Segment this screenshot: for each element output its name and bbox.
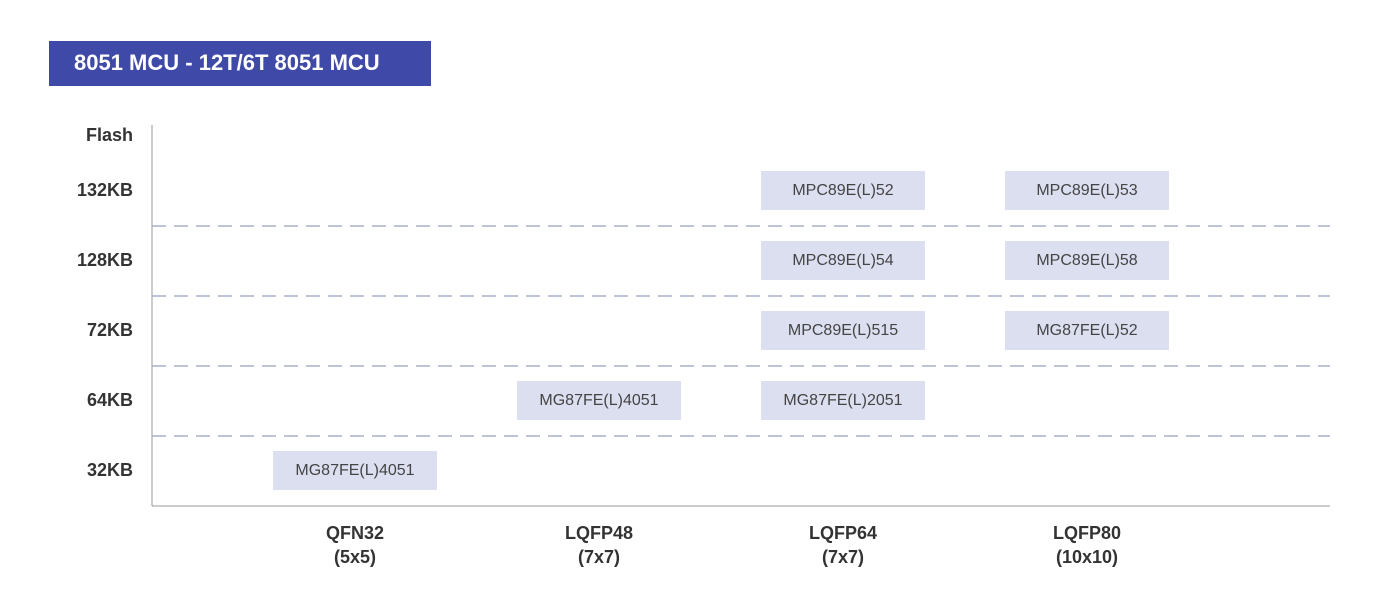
- part-label: MPC89E(L)52: [792, 182, 893, 199]
- row-label: 128KB: [77, 250, 133, 270]
- part-box: [761, 171, 925, 210]
- row-label: 64KB: [87, 390, 133, 410]
- part-label: MG87FE(L)4051: [295, 462, 414, 479]
- part-label: MG87FE(L)2051: [783, 392, 902, 409]
- column-size: (5x5): [334, 547, 376, 567]
- row-label: 72KB: [87, 320, 133, 340]
- column-size: (7x7): [578, 547, 620, 567]
- part-box: [1005, 311, 1169, 350]
- part-box: [1005, 241, 1169, 280]
- column-size: (10x10): [1056, 547, 1118, 567]
- column-name: LQFP80: [1053, 523, 1121, 543]
- column-name: LQFP64: [809, 523, 877, 543]
- column-name: LQFP48: [565, 523, 633, 543]
- part-box: [517, 381, 681, 420]
- title: 8051 MCU - 12T/6T 8051 MCU: [74, 50, 380, 75]
- part-box: [761, 381, 925, 420]
- part-label: MPC89E(L)58: [1036, 252, 1137, 269]
- part-box: [1005, 171, 1169, 210]
- axis-label: Flash: [86, 125, 133, 145]
- row-label: 132KB: [77, 180, 133, 200]
- part-box: [761, 311, 925, 350]
- part-box: [761, 241, 925, 280]
- title-box: [49, 41, 431, 86]
- column-size: (7x7): [822, 547, 864, 567]
- row-label: 32KB: [87, 460, 133, 480]
- column-name: QFN32: [326, 523, 384, 543]
- part-label: MPC89E(L)54: [792, 252, 893, 269]
- part-label: MPC89E(L)53: [1036, 182, 1137, 199]
- part-label: MPC89E(L)515: [788, 322, 898, 339]
- part-box: [273, 451, 437, 490]
- part-label: MG87FE(L)4051: [539, 392, 658, 409]
- part-label: MG87FE(L)52: [1036, 322, 1137, 339]
